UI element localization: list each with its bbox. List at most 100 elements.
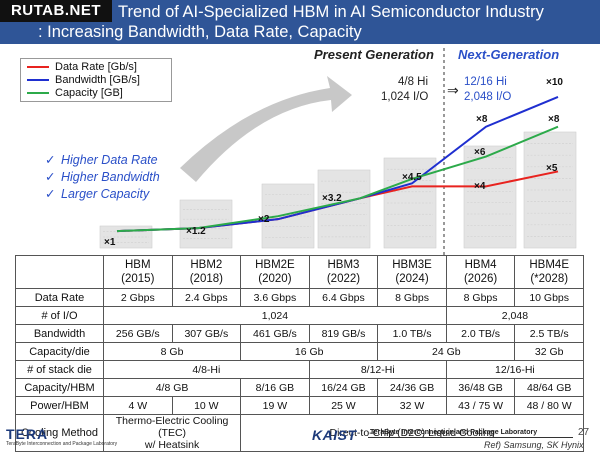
- table-cell: 8 Gbps: [377, 288, 447, 307]
- row-label: # of I/O: [15, 306, 104, 325]
- row-label: Capacity/die: [15, 342, 104, 361]
- table-cell: 8/12-Hi: [308, 360, 447, 379]
- table-header-row: HBM (2015) HBM2 (2018) HBM2E (2020) HBM3 (2022)…: [15, 255, 584, 289]
- series-line-capacity: [116, 125, 559, 233]
- table-cell: 12/16-Hi: [445, 360, 585, 379]
- row-label: Cooling Method: [15, 414, 104, 452]
- legend-swatch: [27, 92, 49, 95]
- multiplier-label: ×1.2: [186, 226, 206, 237]
- table-cell: 8/16 GB: [240, 378, 310, 397]
- table-cell: 8 Gb: [102, 342, 242, 361]
- table-cell: 10 Gbps: [514, 288, 584, 307]
- table-cell: 16 Gb: [240, 342, 379, 361]
- table-row: # of stack die 4/8-Hi 8/12-Hi 12/16-Hi: [15, 360, 585, 379]
- table-header-cell: HBM4 (2026): [445, 255, 516, 289]
- bullet-text: Higher Data Rate: [61, 153, 158, 167]
- table-cell: 1.0 TB/s: [377, 324, 447, 343]
- checkmark-icon: ✓: [45, 153, 56, 167]
- hbm-stack-block: [317, 169, 371, 249]
- table-cell: 461 GB/s: [240, 324, 310, 343]
- legend-item-data-rate: Data Rate [Gb/s]: [27, 61, 137, 75]
- present-io-count: 1,024 I/O: [381, 91, 429, 103]
- lab-name: TeraByte Interconnection and Package Lab…: [370, 429, 538, 436]
- legend-label: Bandwidth [GB/s]: [55, 74, 140, 86]
- table-cell: 32 W: [377, 396, 447, 415]
- table-cell: 36/48 GB: [445, 378, 516, 397]
- table-cell: 24 Gb: [377, 342, 516, 361]
- hbm-spec-table: HBM (2015) HBM2 (2018) HBM2E (2020) HBM3 (2022)…: [15, 255, 585, 452]
- table-cell: 8 Gbps: [445, 288, 516, 307]
- table-cell: 48/64 GB: [514, 378, 584, 397]
- table-cell: 4 W: [103, 396, 173, 415]
- multiplier-label: ×6: [474, 147, 486, 158]
- multiplier-label: ×1: [104, 237, 116, 248]
- checkmark-icon: ✓: [45, 170, 56, 184]
- table-header-cell: HBM2 (2018): [171, 255, 242, 289]
- table-cell: 16/24 GB: [308, 378, 379, 397]
- present-stack-hi: 4/8 Hi: [398, 76, 429, 88]
- table-cell: 819 GB/s: [308, 324, 379, 343]
- legend-label: Data Rate [Gb/s]: [55, 61, 137, 73]
- footer-divider: [368, 437, 573, 438]
- table-cell: 2,048: [445, 306, 585, 325]
- table-cell: 4/8 GB: [102, 378, 242, 397]
- row-label: Bandwidth: [15, 324, 104, 343]
- table-cell: 256 GB/s: [103, 324, 173, 343]
- growth-arrow: [180, 76, 352, 182]
- table-row: Capacity/HBM 4/8 GB 8/16 GB 16/24 GB 24/36 G…: [15, 378, 584, 397]
- table-cell: 19 W: [240, 396, 310, 415]
- table-row: Cooling Method Thermo-Electric Cooling (T…: [15, 414, 584, 452]
- slide-subtitle: : Increasing Bandwidth, Data Rate, Capac…: [38, 23, 362, 41]
- feature-bullets: ✓ Higher Data Rate ✓ Higher Bandwidth ✓ Lar…: [45, 152, 160, 203]
- next-stack-hi: 12/16 Hi: [464, 76, 507, 88]
- table-row: Capacity/die 8 Gb 16 Gb 24 Gb 32 Gb: [15, 342, 584, 361]
- row-label: Data Rate: [15, 288, 104, 307]
- table-cell: 2 Gbps: [103, 288, 173, 307]
- bullet-item: ✓ Larger Capacity: [45, 186, 160, 203]
- table-row: # of I/O 1,024 2,048: [15, 306, 585, 325]
- multiplier-label: ×5: [546, 163, 558, 174]
- table-cell: Thermo-Electric Cooling (TEC) w/ Heatsink: [102, 414, 242, 452]
- bullet-item: ✓ Higher Bandwidth: [45, 169, 160, 186]
- table-row: Data Rate 2 Gbps 2.4 Gbps 3.6 Gbps 6.4 Gbps 8…: [15, 288, 584, 307]
- multiplier-label: ×2: [258, 214, 270, 225]
- table-header-cell: HBM3 (2022): [308, 255, 379, 289]
- next-generation-label: Next-Generation: [458, 47, 560, 62]
- chart-legend: Data Rate [Gb/s] Bandwidth [GB/s] Capaci…: [20, 58, 172, 102]
- bullet-item: ✓ Higher Data Rate: [45, 152, 160, 169]
- legend-swatch: [27, 79, 49, 82]
- present-generation-label: Present Generation: [314, 47, 434, 62]
- multiplier-label: ×3.2: [322, 193, 342, 204]
- legend-swatch: [27, 66, 49, 69]
- table-header-cell: HBM4E (*2028): [514, 255, 584, 289]
- tera-logo-subtitle: TeraByte Interconnection and Package Lab…: [6, 441, 118, 447]
- slide-title: Trend of AI-Specialized HBM in AI Semico…: [118, 3, 544, 21]
- tera-logo: TERA: [6, 426, 49, 442]
- table-row: Power/HBM 4 W 10 W 19 W 25 W 32 W 43 / 75 W 48 …: [15, 396, 584, 415]
- table-cell: 24/36 GB: [377, 378, 447, 397]
- trend-chart: ×1 ×1.2 ×2 ×3.2 ×4.5 ×4 ×6 ×8 ×5 ×8 ×10: [99, 48, 577, 255]
- legend-label: Capacity [GB]: [55, 87, 123, 99]
- watermark: RUTAB.NET: [0, 0, 112, 22]
- table-cell: Direct-to-Chip (D2C) Liquid Cooling: [240, 414, 584, 452]
- multiplier-label: ×8: [476, 114, 488, 125]
- table-cell: 6.4 Gbps: [308, 288, 379, 307]
- table-cell: 1,024: [103, 306, 447, 325]
- table-cell: 2.5 TB/s: [514, 324, 584, 343]
- multiplier-label: ×8: [548, 114, 560, 125]
- legend-item-bandwidth: Bandwidth [GB/s]: [27, 74, 140, 88]
- table-cell: 307 GB/s: [171, 324, 242, 343]
- hbm-stack-block: [463, 145, 517, 249]
- table-cell: 2.4 Gbps: [171, 288, 242, 307]
- row-label: Capacity/HBM: [15, 378, 104, 397]
- table-header-cell: HBM (2015): [103, 255, 173, 289]
- next-io-count: 2,048 I/O: [464, 91, 512, 103]
- table-header-cell: HBM2E (2020): [240, 255, 310, 289]
- bullet-text: Larger Capacity: [61, 187, 150, 201]
- multiplier-label: ×10: [546, 77, 563, 88]
- table-cell: 10 W: [171, 396, 242, 415]
- reference-note: Ref) Samsung, SK Hynix: [484, 440, 584, 450]
- hbm-stack-illustrations: [99, 131, 577, 249]
- table-header-cell: HBM3E (2024): [377, 255, 447, 289]
- table-row: Bandwidth 256 GB/s 307 GB/s 461 GB/s 819 GB/…: [15, 324, 584, 343]
